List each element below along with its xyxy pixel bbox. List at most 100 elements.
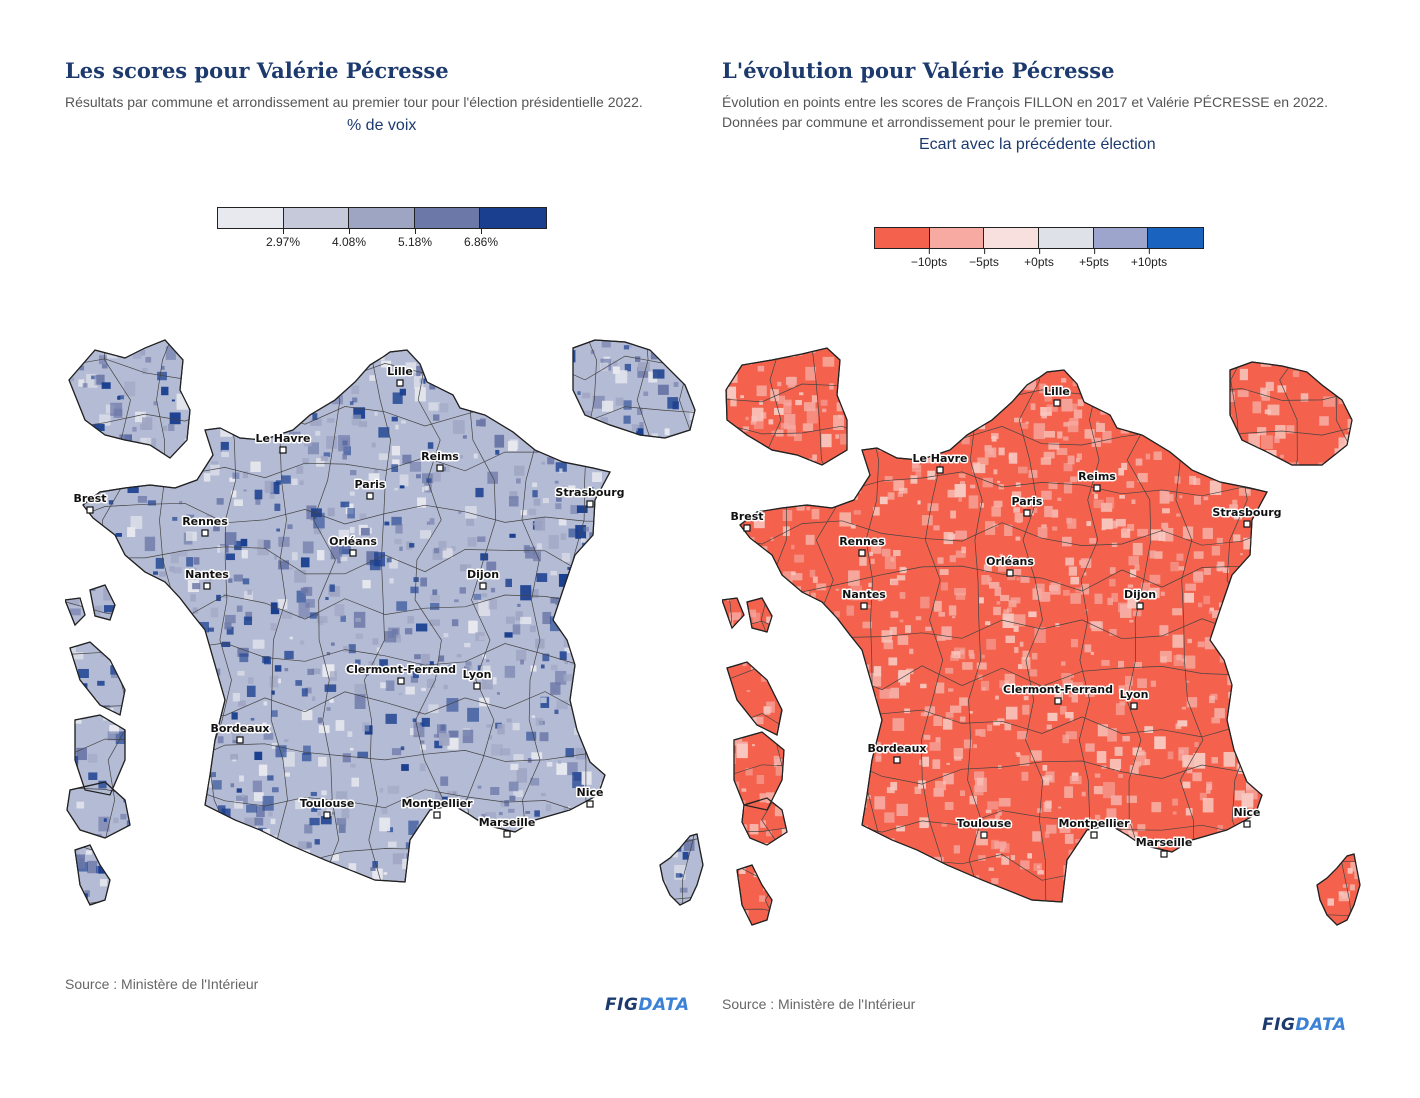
legend-swatch — [875, 228, 930, 248]
city-nice: Nice — [1232, 805, 1262, 828]
logo-data: DATA — [638, 995, 690, 1015]
city-labels: Lille Le Havre Reims Paris Brest Strasbourg Re… — [729, 384, 1283, 858]
city-name: Lille — [387, 365, 413, 378]
city-marker — [858, 549, 866, 557]
city-brest: Brest — [729, 509, 765, 532]
city-name: Le Havre — [256, 432, 311, 445]
city-name: Rennes — [182, 515, 228, 528]
city-name: Brest — [73, 492, 106, 505]
map-regions — [65, 339, 704, 906]
city-toulouse: Toulouse — [298, 796, 356, 819]
city-marker — [586, 800, 594, 808]
city-name: Lyon — [463, 668, 492, 681]
city-name: Nantes — [842, 588, 886, 601]
legend-tick-label: −10pts — [910, 249, 948, 269]
logo-fig: FIG — [1262, 1015, 1296, 1035]
logo-fig: FIG — [605, 995, 639, 1015]
city-name: Montpellier — [401, 797, 473, 810]
city-name: Rennes — [839, 535, 885, 548]
city-marker — [433, 811, 441, 819]
city-rennes: Rennes — [181, 514, 230, 537]
martinique-inset[interactable] — [726, 661, 783, 736]
right-source: Source : Ministère de l'Intérieur — [722, 996, 916, 1012]
legend-tick-label: 6.86% — [463, 229, 499, 249]
legend-tick-label: +10pts — [1130, 249, 1168, 269]
city-lyon: Lyon — [461, 667, 493, 690]
legend-tick-label: 5.18% — [397, 229, 433, 249]
legend-swatch — [1148, 228, 1204, 248]
city-name: Strasbourg — [555, 486, 624, 499]
city-name: Marseille — [479, 816, 536, 829]
idf-inset[interactable] — [1229, 361, 1353, 466]
right-figdata-logo: FIGDATA — [1262, 1015, 1346, 1035]
legend-swatch — [1039, 228, 1094, 248]
idf-inset[interactable] — [572, 339, 696, 439]
city-name: Orléans — [329, 535, 377, 548]
city-marseille: Marseille — [1134, 835, 1194, 858]
city-name: Toulouse — [300, 797, 355, 810]
city-strasbourg: Strasbourg — [1211, 505, 1283, 528]
legend-tick-label: 4.08% — [331, 229, 367, 249]
legend-tick-label: 2.97% — [265, 229, 301, 249]
city-marker — [860, 602, 868, 610]
city-name: Bordeaux — [210, 722, 269, 735]
left-legend-title: % de voix — [347, 117, 417, 134]
legend-swatch — [480, 208, 546, 228]
city-name: Nice — [577, 786, 604, 799]
city-clermont-ferrand: Clermont-Ferrand — [345, 662, 457, 685]
left-figdata-logo: FIGDATA — [605, 995, 689, 1015]
legend-tick-label: +5pts — [1079, 249, 1109, 269]
legend-swatch — [984, 228, 1040, 248]
city-dijon: Dijon — [465, 567, 501, 590]
city-brest: Brest — [72, 491, 108, 514]
city-paris: Paris — [353, 477, 387, 500]
right-map-panel: L'évolution pour Valérie Pécresse Évolut… — [722, 0, 1382, 1098]
city-montpellier: Montpellier — [400, 796, 475, 819]
city-name: Dijon — [467, 568, 499, 581]
city-le-havre: Le Havre — [254, 431, 312, 454]
city-marker — [1093, 484, 1101, 492]
city-marker — [1243, 820, 1251, 828]
city-nantes: Nantes — [841, 587, 888, 610]
city-lille: Lille — [386, 364, 414, 387]
city-marker — [1243, 520, 1251, 528]
mayotte-inset[interactable] — [74, 844, 111, 906]
city-marker — [279, 446, 287, 454]
city-clermont-ferrand: Clermont-Ferrand — [1002, 682, 1114, 705]
right-title: L'évolution pour Valérie Pécresse — [722, 58, 1115, 83]
left-source: Source : Ministère de l'Intérieur — [65, 976, 259, 992]
right-choropleth-map[interactable]: Lille Le Havre Reims Paris Brest Strasbourg Re… — [722, 340, 1362, 960]
city-orl-ans: Orléans — [985, 554, 1036, 577]
city-name: Clermont-Ferrand — [1003, 683, 1113, 696]
city-marker — [1054, 697, 1062, 705]
city-lyon: Lyon — [1118, 687, 1150, 710]
left-choropleth-map[interactable]: Lille Le Havre Reims Paris Brest Strasbourg Re… — [65, 320, 705, 920]
right-legend-title: Ecart avec la précédente élection — [919, 136, 1156, 153]
city-name: Strasbourg — [1212, 506, 1281, 519]
left-legend — [217, 207, 547, 229]
city-marker — [436, 464, 444, 472]
city-name: Lille — [1044, 385, 1070, 398]
city-marker — [1130, 702, 1138, 710]
city-name: Reims — [1078, 470, 1116, 483]
city-marker — [479, 582, 487, 590]
city-paris: Paris — [1010, 494, 1044, 517]
city-marker — [1006, 569, 1014, 577]
logo-data: DATA — [1295, 1015, 1347, 1035]
city-marker — [503, 830, 511, 838]
city-name: Nice — [1234, 806, 1261, 819]
right-subtitle: Évolution en points entre les scores de … — [722, 94, 1328, 130]
city-reims: Reims — [420, 449, 461, 472]
city-name: Brest — [730, 510, 763, 523]
city-name: Paris — [355, 478, 386, 491]
city-marker — [236, 736, 244, 744]
city-marseille: Marseille — [477, 815, 537, 838]
city-marker — [366, 492, 374, 500]
city-marker — [397, 677, 405, 685]
city-nice: Nice — [575, 785, 605, 808]
city-marker — [980, 831, 988, 839]
city-marker — [1090, 831, 1098, 839]
city-marker — [396, 379, 404, 387]
left-map-panel: Les scores pour Valérie Pécresse Résulta… — [65, 0, 725, 1098]
left-title: Les scores pour Valérie Pécresse — [65, 58, 449, 83]
